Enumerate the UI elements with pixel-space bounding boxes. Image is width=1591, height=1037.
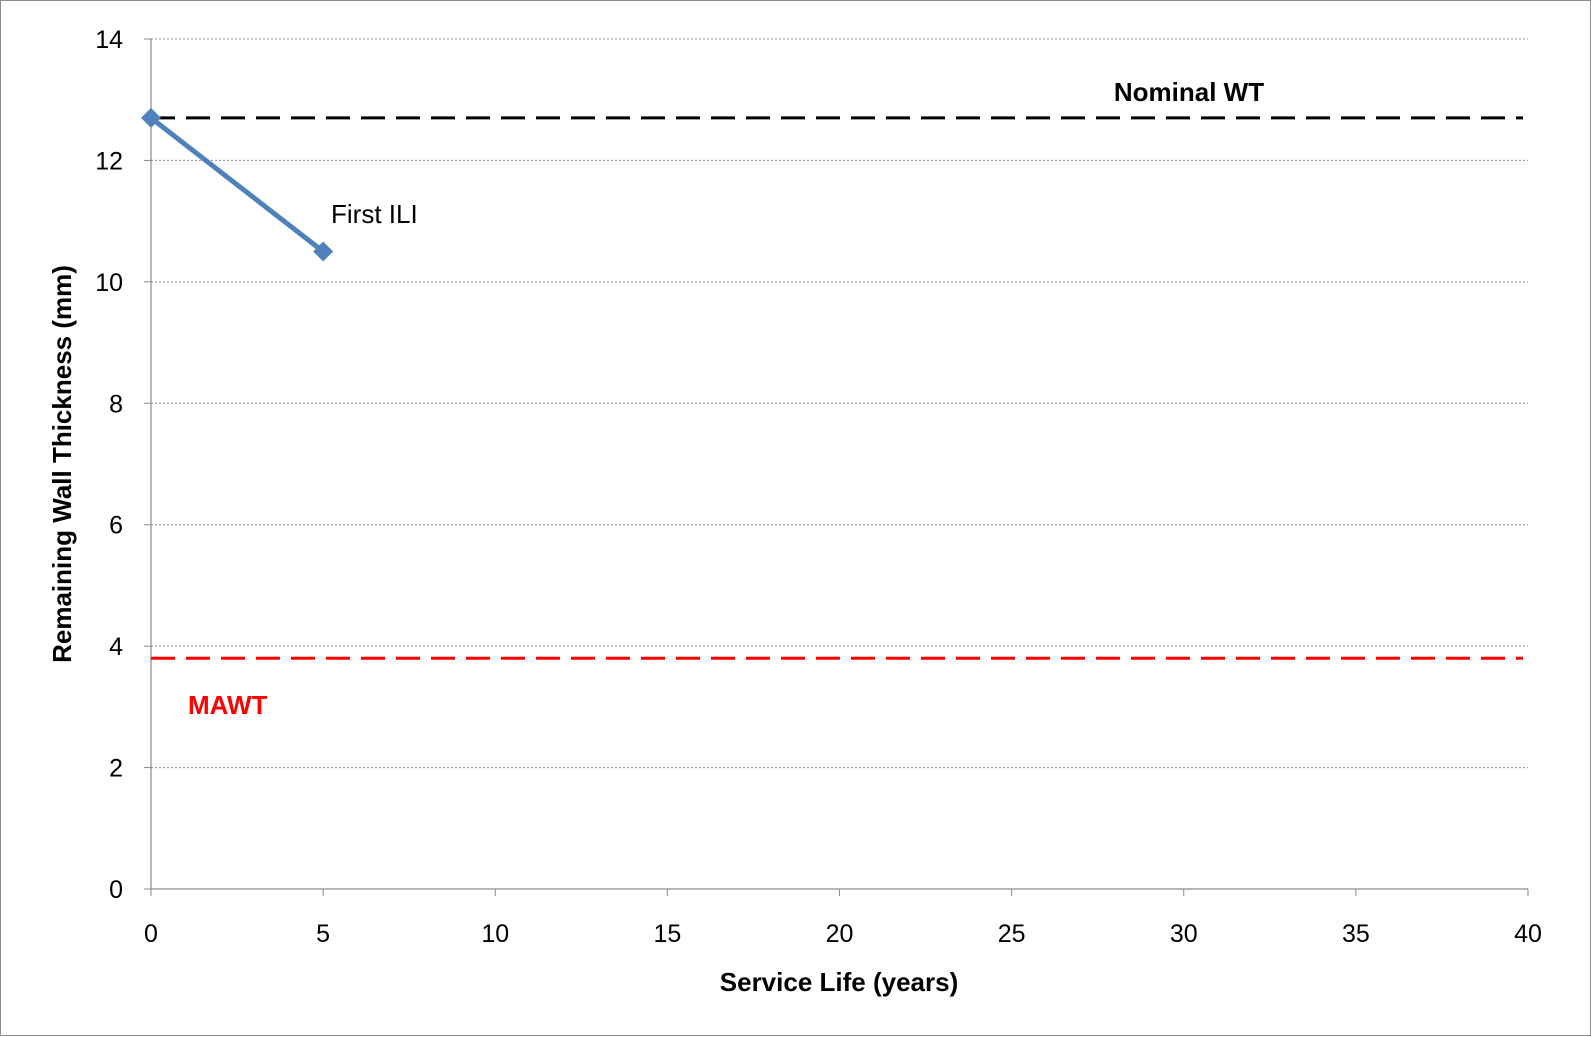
x-tick-label: 40 bbox=[1514, 920, 1542, 948]
mawt-label: MAWT bbox=[188, 690, 268, 720]
x-tick-label: 25 bbox=[998, 920, 1026, 948]
x-tick-label: 20 bbox=[826, 920, 854, 948]
x-tick-label: 10 bbox=[481, 920, 509, 948]
data-point-diamond bbox=[313, 241, 334, 262]
y-tick-label: 12 bbox=[95, 147, 123, 175]
x-axis-title: Service Life (years) bbox=[720, 967, 958, 997]
axes-layer bbox=[150, 39, 1528, 890]
y-tick-label: 8 bbox=[109, 390, 123, 418]
x-tick-label: 15 bbox=[653, 920, 681, 948]
y-tick-label: 10 bbox=[95, 269, 123, 297]
first-ili-annotation: First ILI bbox=[331, 199, 418, 229]
series-line bbox=[149, 115, 325, 254]
ticks-layer: 0 2 4 6 8 10 12 14 0 5 10 15 20 25 30 35 40 bbox=[95, 26, 1542, 948]
grid-layer bbox=[151, 38, 1528, 769]
y-tick-label: 4 bbox=[109, 633, 123, 661]
data-point-diamond bbox=[141, 107, 161, 128]
x-tick-label: 5 bbox=[316, 920, 330, 948]
nominal-wt-label: Nominal WT bbox=[1114, 77, 1264, 107]
y-tick-label: 14 bbox=[95, 26, 123, 54]
x-tick-label: 30 bbox=[1170, 920, 1198, 948]
y-tick-label: 2 bbox=[109, 755, 123, 783]
reference-lines-layer bbox=[151, 116, 1523, 660]
x-tick-label: 0 bbox=[144, 920, 158, 948]
y-axis-title: Remaining Wall Thickness (mm) bbox=[47, 265, 77, 663]
y-tick-label: 0 bbox=[109, 876, 123, 904]
x-tick-label: 35 bbox=[1342, 920, 1370, 948]
y-tick-label: 6 bbox=[109, 512, 123, 540]
series-layer bbox=[141, 107, 334, 262]
